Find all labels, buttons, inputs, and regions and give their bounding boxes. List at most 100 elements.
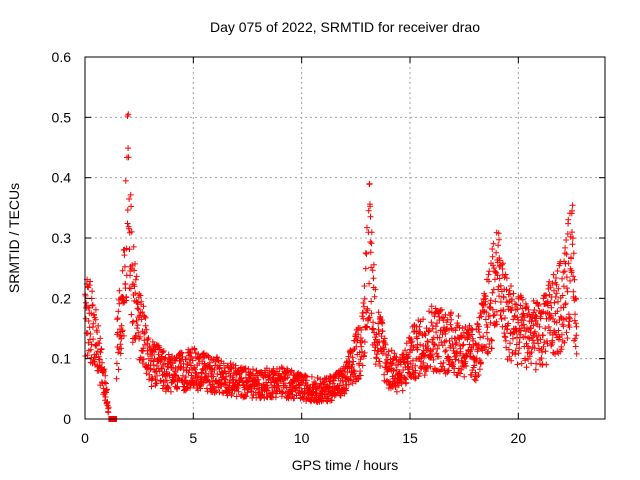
data-point: [205, 372, 212, 379]
data-point: [489, 253, 496, 260]
data-point: [228, 392, 235, 399]
data-point: [447, 312, 453, 319]
data-point: [363, 250, 370, 257]
data-point: [426, 327, 433, 334]
x-tick-label: 5: [189, 430, 197, 446]
data-point: [313, 389, 320, 396]
data-point: [83, 299, 89, 306]
data-point: [358, 343, 365, 350]
data-point: [526, 311, 533, 318]
data-point: [307, 398, 314, 405]
data-point: [206, 378, 213, 385]
data-point: [490, 262, 496, 269]
data-point: [92, 306, 99, 313]
data-point: [552, 293, 559, 300]
data-point: [379, 350, 386, 357]
data-point: [139, 360, 146, 367]
data-point: [238, 375, 245, 382]
data-point: [564, 285, 570, 292]
data-point: [177, 358, 184, 364]
data-point: [390, 367, 397, 374]
data-point: [311, 381, 318, 388]
data-point: [127, 191, 134, 198]
data-point: [121, 263, 128, 270]
data-point: [135, 306, 142, 313]
data-point: [183, 374, 189, 380]
data-point: [115, 349, 122, 356]
data-point: [359, 362, 366, 369]
data-point: [461, 373, 468, 380]
data-point: [128, 203, 135, 210]
data-point: [573, 350, 580, 357]
data-point: [523, 303, 530, 310]
data-point: [357, 372, 364, 379]
data-point: [126, 246, 133, 253]
data-point: [89, 302, 96, 308]
data-point: [90, 320, 97, 327]
data-point: [367, 249, 374, 256]
data-point: [532, 317, 539, 324]
data-point: [448, 316, 455, 323]
data-point: [359, 348, 365, 355]
data-point: [96, 340, 103, 347]
data-point: [288, 368, 295, 375]
data-point: [484, 349, 491, 356]
data-point: [119, 328, 125, 335]
data-point: [560, 283, 567, 290]
data-point: [443, 347, 449, 354]
data-point: [116, 300, 123, 307]
data-point: [445, 367, 452, 374]
data-point: [432, 323, 439, 330]
data-point: [180, 360, 187, 367]
data-point: [134, 305, 141, 312]
data-point: [492, 298, 499, 305]
data-point: [350, 347, 357, 354]
data-point: [134, 325, 141, 332]
data-point: [424, 362, 431, 369]
data-point: [350, 367, 357, 374]
data-point: [569, 202, 576, 209]
data-point: [545, 323, 552, 330]
data-point: [489, 306, 496, 313]
data-point: [357, 368, 364, 375]
data-point: [555, 285, 562, 292]
data-point: [232, 362, 239, 369]
data-point: [367, 213, 374, 220]
data-point: [117, 341, 124, 348]
data-point: [484, 335, 491, 342]
data-point: [493, 308, 500, 315]
data-point: [522, 333, 529, 340]
data-point: [532, 312, 539, 319]
data-point: [570, 250, 577, 257]
data-point: [388, 347, 395, 354]
data-point: [274, 380, 281, 387]
data-point: [572, 335, 579, 342]
data-point: [487, 297, 494, 304]
data-point: [142, 314, 149, 321]
y-tick-label: 0.5: [52, 109, 72, 125]
data-point: [250, 366, 256, 373]
data-point: [516, 345, 523, 352]
data-point: [561, 339, 568, 346]
data-point: [483, 309, 490, 316]
data-point: [177, 365, 184, 372]
data-point: [452, 327, 459, 334]
data-point: [571, 276, 578, 283]
data-point: [198, 369, 205, 376]
data-point: [573, 332, 580, 339]
data-point: [382, 341, 389, 348]
data-point: [553, 281, 560, 288]
data-point: [186, 349, 193, 356]
data-point: [116, 287, 123, 294]
data-point: [493, 318, 500, 325]
data-point: [509, 304, 516, 311]
data-point: [494, 321, 500, 328]
data-point: [484, 324, 491, 331]
data-point: [554, 308, 561, 315]
data-point: [555, 327, 562, 334]
data-point: [565, 216, 572, 223]
data-point: [553, 319, 560, 326]
data-point: [415, 373, 422, 380]
data-point: [94, 348, 101, 355]
data-point: [86, 282, 93, 289]
